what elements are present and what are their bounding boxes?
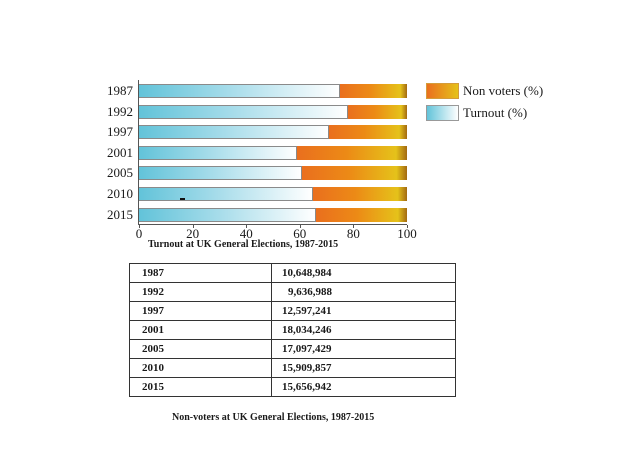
table-row: 2005 17,097,429 xyxy=(129,339,456,359)
bar-year-label: 2005 xyxy=(107,165,133,181)
year-cell: 2001 xyxy=(129,320,272,340)
turnout-swatch xyxy=(426,104,459,121)
year-cell: 1992 xyxy=(129,282,272,302)
x-tick-label: 0 xyxy=(135,226,143,241)
x-tick-label: 80 xyxy=(346,226,360,241)
bar-row: 2015 xyxy=(107,207,407,222)
nonvoters-segment xyxy=(315,207,407,222)
turnout-segment xyxy=(139,125,330,140)
year-cell: 2005 xyxy=(129,339,272,359)
x-tick-label: 100 xyxy=(397,226,417,241)
year-cell: 1997 xyxy=(129,301,272,321)
table-row: 2010 15,909,857 xyxy=(129,358,456,378)
nonvoters-segment xyxy=(340,84,407,98)
bar-year-label: 2001 xyxy=(107,144,133,160)
table-row: 1987 10,648,984 xyxy=(129,263,456,283)
nonvoters-segment xyxy=(329,125,407,140)
nonvoters-segment xyxy=(313,187,407,201)
table-row: 1997 12,597,241 xyxy=(129,301,456,321)
x-tick xyxy=(246,225,248,228)
bar-year-label: 2010 xyxy=(107,186,133,201)
x-tick xyxy=(192,225,194,228)
x-axis xyxy=(138,224,407,225)
turnout-segment xyxy=(139,145,298,160)
table-row: 2015 15,656,942 xyxy=(129,377,456,397)
nonvoters-segment xyxy=(297,145,407,160)
bar-year-label: 1987 xyxy=(107,83,133,98)
nonvoters-cell: 12,597,241 xyxy=(271,301,456,321)
x-tick xyxy=(407,225,408,228)
nonvoters-cell: 17,097,429 xyxy=(271,339,456,359)
turnout-segment xyxy=(139,84,340,98)
legend-label: Turnout (%) xyxy=(463,104,528,120)
bar-row: 2001 xyxy=(107,145,407,160)
legend: Non voters (%) Turnout (%) xyxy=(426,81,543,125)
x-tick-label: 20 xyxy=(186,226,200,241)
nonvoters-table: 1987 10,648,984 1992 9,636,988 1997 12,597,24… xyxy=(129,263,456,397)
nonvoters-cell: 10,648,984 xyxy=(271,263,456,283)
x-tick xyxy=(139,225,140,228)
table-caption: Non-voters at UK General Elections, 1987… xyxy=(172,412,375,423)
y-axis xyxy=(138,80,139,225)
table-row: 2001 18,034,246 xyxy=(129,320,456,340)
nonvoters-cell: 15,909,857 xyxy=(271,358,456,378)
nonvoters-segment xyxy=(348,104,407,119)
bar-year-label: 1997 xyxy=(107,124,133,140)
stray-mark xyxy=(180,198,185,200)
bar-year-label: 2015 xyxy=(107,206,133,222)
turnout-segment xyxy=(139,207,316,222)
nonvoters-segment xyxy=(302,166,407,181)
nonvoters-swatch xyxy=(426,82,459,99)
nonvoters-cell: 18,034,246 xyxy=(271,320,456,340)
bar-row: 1992 xyxy=(107,104,407,119)
x-tick-label: 60 xyxy=(293,226,307,241)
nonvoters-cell: 9,636,988 xyxy=(271,282,456,302)
turnout-segment xyxy=(139,166,303,181)
year-cell: 2010 xyxy=(129,358,272,378)
legend-item-turnout: Turnout (%) xyxy=(426,103,543,122)
year-cell: 2015 xyxy=(129,377,272,397)
turnout-segment xyxy=(139,104,349,119)
bar-row: 1987 xyxy=(107,84,407,98)
bar-row: 2010 xyxy=(107,187,407,201)
legend-label: Non voters (%) xyxy=(463,82,544,98)
chart-title: Turnout at UK General Elections, 1987-20… xyxy=(148,239,339,250)
bar-row: 2005 xyxy=(107,166,407,181)
x-tick xyxy=(353,225,355,228)
bar-year-label: 1992 xyxy=(107,103,133,119)
turnout-segment xyxy=(139,187,314,201)
year-cell: 1987 xyxy=(129,263,272,283)
x-tick xyxy=(299,225,301,228)
table-row: 1992 9,636,988 xyxy=(129,282,456,302)
nonvoters-cell: 15,656,942 xyxy=(271,377,456,397)
turnout-bar-chart: 1987 1992 1997 2001 2005 2010 2015 0 20 40 60 80 10… xyxy=(100,75,420,245)
bar-row: 1997 xyxy=(107,125,407,140)
legend-item-nonvoters: Non voters (%) xyxy=(426,81,543,100)
x-tick-label: 40 xyxy=(239,226,253,241)
